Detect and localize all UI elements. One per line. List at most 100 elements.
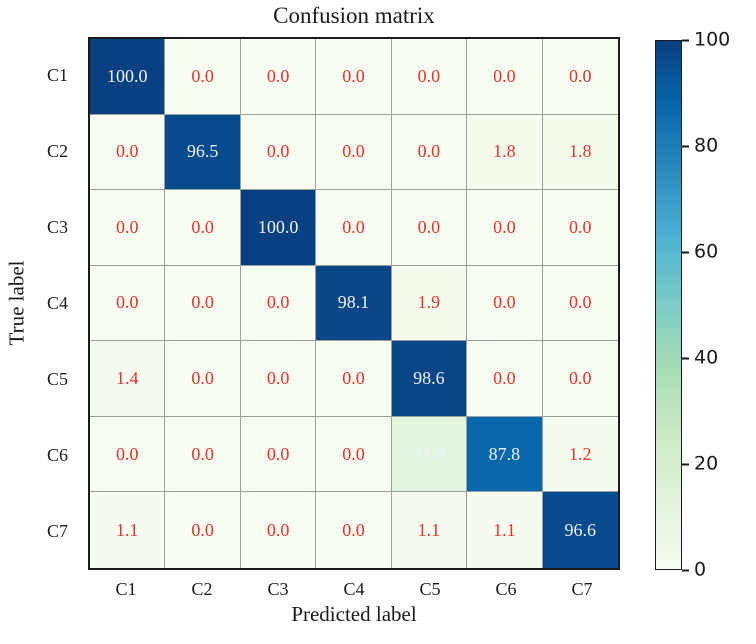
cell-value: 0.0 <box>342 443 365 464</box>
colorbar-tick-mark <box>682 463 689 465</box>
cell-value: 0.0 <box>493 65 516 86</box>
colorbar-tick-mark <box>682 39 689 41</box>
cell-value: 1.9 <box>417 292 441 313</box>
matrix-cell: 100.0 <box>240 190 317 266</box>
cell-value: 0.0 <box>569 216 592 237</box>
colorbar-tick-label: 20 <box>694 452 719 475</box>
matrix-cell: 0.0 <box>391 190 468 266</box>
matrix-cell: 0.0 <box>542 341 618 417</box>
matrix-cell: 0.0 <box>90 190 166 266</box>
cell-value: 98.6 <box>413 368 445 389</box>
matrix-cell: 0.0 <box>165 190 241 266</box>
cell-value: 98.1 <box>337 292 370 313</box>
matrix-cell: 11.0 <box>391 416 468 493</box>
cell-value: 0.0 <box>266 141 290 162</box>
x-tick-label: C4 <box>343 578 365 599</box>
matrix-cell: 1.1 <box>90 492 166 568</box>
colorbar-tick: 100 <box>682 28 731 51</box>
matrix-cell: 100.0 <box>90 39 166 115</box>
cell-value: 0.0 <box>115 141 139 162</box>
y-tick-label: C4 <box>46 292 68 313</box>
cell-value: 0.0 <box>342 368 365 389</box>
x-tick-label: C7 <box>571 578 593 599</box>
matrix-cell: 0.0 <box>240 341 317 417</box>
colorbar-tick-mark <box>682 357 689 359</box>
matrix-cell: 0.0 <box>165 39 241 115</box>
cell-value: 0.0 <box>266 443 290 464</box>
cell-value: 96.6 <box>564 519 597 540</box>
y-tick-label: C5 <box>46 369 68 390</box>
matrix-cell: 0.0 <box>391 114 468 191</box>
cell-value: 0.0 <box>342 141 365 162</box>
cell-value: 0.0 <box>417 65 441 86</box>
cell-value: 0.0 <box>266 519 290 540</box>
colorbar-tick-label: 100 <box>694 28 731 51</box>
matrix-cell: 0.0 <box>542 190 618 266</box>
x-tick-label: C1 <box>115 578 137 599</box>
colorbar-tick-label: 60 <box>694 240 719 263</box>
colorbar-tick: 20 <box>682 452 719 475</box>
matrix-cell: 0.0 <box>467 265 543 342</box>
matrix-cell: 0.0 <box>240 39 317 115</box>
matrix-cell: 0.0 <box>165 341 241 417</box>
matrix-cell: 96.5 <box>165 114 241 191</box>
x-tick-label: C3 <box>267 578 289 599</box>
cell-value: 0.0 <box>191 65 214 86</box>
matrix-cell: 0.0 <box>165 416 241 493</box>
colorbar-tick: 40 <box>682 348 718 368</box>
heatmap-grid: 100.0 0.0 0.0 0.0 0.0 0.0 0.0 0.0 96.5 0.0 0.0 0.0 1… <box>88 37 620 570</box>
matrix-cell: 0.0 <box>240 114 317 191</box>
cell-value: 0.0 <box>191 368 214 389</box>
matrix-cell: 1.4 <box>90 341 166 417</box>
colorbar-tick: 60 <box>682 240 719 263</box>
x-axis-label: Predicted label <box>291 602 417 626</box>
matrix-cell: 98.1 <box>316 265 392 342</box>
matrix-cell: 0.0 <box>165 492 241 568</box>
cell-value: 1.1 <box>493 519 516 540</box>
x-tick-label: C6 <box>495 578 517 599</box>
cell-value: 96.5 <box>186 141 219 162</box>
cell-value: 100.0 <box>257 216 299 237</box>
matrix-cell: 1.9 <box>391 265 468 342</box>
matrix-cell: 1.8 <box>467 114 543 191</box>
cell-value: 0.0 <box>342 519 365 540</box>
colorbar-ticks: 0 20 40 60 80 100 <box>682 30 752 579</box>
colorbar-tick-label: 0 <box>694 558 707 581</box>
colorbar-tick: 0 <box>682 558 707 581</box>
cell-value: 0.0 <box>342 65 365 86</box>
cell-value: 0.0 <box>493 368 516 389</box>
matrix-cell: 0.0 <box>316 39 392 115</box>
cell-value: 87.8 <box>488 443 521 464</box>
colorbar <box>655 40 682 570</box>
cell-value: 0.0 <box>115 443 139 464</box>
cell-value: 1.4 <box>115 368 139 389</box>
matrix-cell: 0.0 <box>90 265 166 342</box>
y-tick-labels: C1 C2 C3 C4 C5 C6 C7 <box>0 37 78 570</box>
y-tick-label: C3 <box>46 216 68 237</box>
cell-value: 0.0 <box>569 292 592 313</box>
matrix-cell: 0.0 <box>467 190 543 266</box>
matrix-cell: 1.1 <box>391 492 468 568</box>
matrix-cell: 1.8 <box>542 114 618 191</box>
cell-value: 11.0 <box>413 443 445 464</box>
cell-value: 0.0 <box>417 141 441 162</box>
matrix-cell: 0.0 <box>467 39 543 115</box>
cell-value: 0.0 <box>191 519 214 540</box>
matrix-cell: 0.0 <box>467 341 543 417</box>
cell-value: 1.1 <box>115 519 139 540</box>
matrix-cell: 0.0 <box>542 39 618 115</box>
matrix-cell: 0.0 <box>240 492 317 568</box>
cell-value: 0.0 <box>266 368 290 389</box>
colorbar-tick-mark <box>682 145 689 147</box>
matrix-cell: 1.1 <box>467 492 543 568</box>
matrix-cell: 0.0 <box>240 416 317 493</box>
cell-value: 0.0 <box>569 368 592 389</box>
cell-value: 0.0 <box>342 216 365 237</box>
cell-value: 0.0 <box>115 292 139 313</box>
cell-value: 100.0 <box>106 65 148 86</box>
cell-value: 0.0 <box>266 292 290 313</box>
cell-value: 0.0 <box>191 216 214 237</box>
colorbar-tick-mark <box>682 251 689 253</box>
cell-value: 1.1 <box>417 519 441 540</box>
